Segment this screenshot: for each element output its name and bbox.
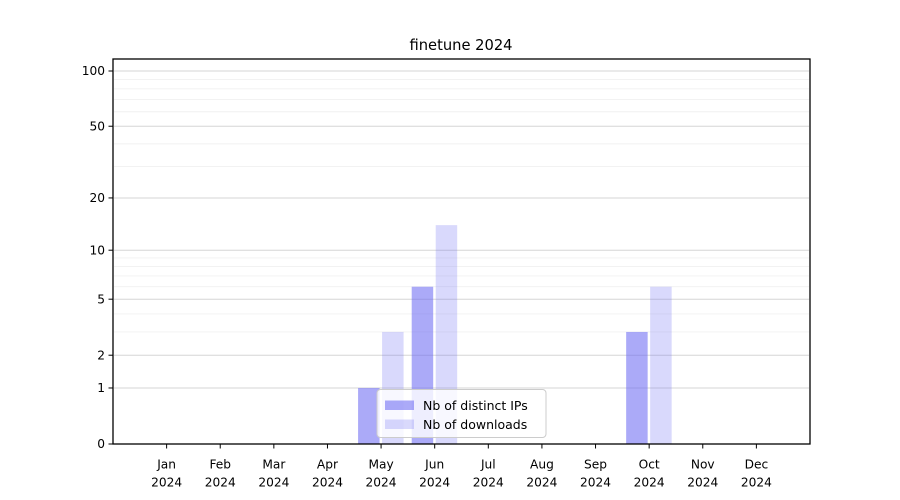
x-tick-label: Feb 2024: [205, 458, 236, 490]
legend: Nb of distinct IPs Nb of downloads: [376, 389, 547, 438]
y-tick-label: 5: [97, 292, 105, 306]
x-tick-label: Jan 2024: [151, 458, 182, 490]
x-tick-label: Jul 2024: [473, 458, 504, 490]
y-tick-label: 20: [89, 191, 105, 205]
legend-label: Nb of distinct IPs: [423, 398, 528, 413]
x-tick-label: Jun 2024: [419, 458, 450, 490]
axes: [108, 58, 811, 449]
y-tick-label: 2: [97, 348, 105, 362]
bar-ips-may: [358, 387, 380, 444]
x-tick-label: May 2024: [366, 458, 397, 490]
bar-ips-oct: [626, 331, 648, 444]
y-tick-label: 0: [97, 437, 105, 451]
chart-title: finetune 2024: [409, 37, 512, 54]
x-tick-label: Aug 2024: [526, 458, 557, 490]
x-tick-label: Dec 2024: [741, 458, 772, 490]
tick-labels: 0 1 2 5 10 20 50 100 Jan 2024 Feb 2024 Mar 2024 Apr 202…: [82, 64, 772, 489]
x-tick-label: Oct 2024: [634, 458, 665, 490]
bar-downloads-oct: [650, 286, 672, 444]
legend-swatch-downloads: [385, 419, 414, 429]
y-tick-label: 10: [89, 243, 105, 257]
legend-swatch-ips: [385, 400, 414, 410]
x-tick-label: Apr 2024: [312, 458, 343, 490]
plot-border: [112, 58, 811, 445]
legend-box: [376, 389, 547, 438]
x-tick-label: Sep 2024: [580, 458, 611, 490]
y-tick-label: 50: [89, 119, 105, 133]
y-tick-label: 1: [97, 381, 105, 395]
legend-label: Nb of downloads: [423, 417, 527, 432]
y-tick-label: 100: [82, 64, 105, 78]
x-tick-label: Mar 2024: [258, 458, 289, 490]
x-tick-label: Nov 2024: [687, 458, 718, 490]
gridlines: [114, 70, 809, 389]
